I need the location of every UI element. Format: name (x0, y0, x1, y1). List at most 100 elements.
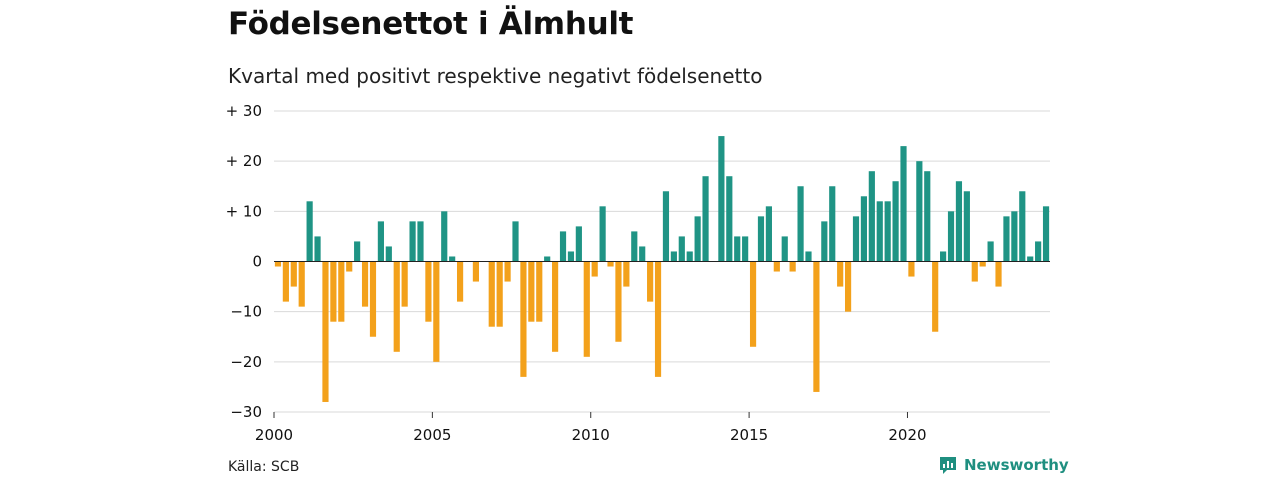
bar (520, 261, 527, 377)
bar (734, 236, 741, 262)
bar (528, 261, 535, 322)
bar (575, 226, 582, 262)
bar (1042, 206, 1050, 262)
y-axis: + 30 + 20 + 10 0 −10 −20 −30 (226, 102, 262, 421)
x-tick-label: 2020 (888, 426, 926, 444)
bar (488, 261, 495, 327)
bar (425, 261, 432, 322)
bar (552, 261, 559, 352)
bar (322, 261, 329, 402)
bar (932, 261, 939, 332)
bar (607, 261, 614, 267)
bar (829, 186, 836, 262)
bar (449, 256, 456, 262)
bar (544, 256, 551, 262)
bar (504, 261, 511, 282)
y-tick-label: + 20 (226, 152, 262, 170)
bar (354, 241, 361, 262)
bar (314, 236, 321, 262)
bar (583, 261, 590, 357)
x-tick-label: 2000 (255, 426, 293, 444)
bar (1035, 241, 1042, 262)
bar (623, 261, 630, 287)
bar (441, 211, 448, 262)
bar (670, 251, 677, 262)
bar (686, 251, 693, 262)
bar (947, 211, 955, 262)
bar (844, 261, 852, 312)
bar (781, 236, 788, 262)
bar (678, 236, 685, 262)
bar (369, 261, 377, 337)
bar (940, 251, 947, 262)
bar (1027, 256, 1034, 262)
bar (654, 261, 662, 377)
bar (813, 261, 820, 392)
bar (995, 261, 1002, 287)
bar (749, 261, 757, 347)
bar (963, 191, 970, 262)
bar (900, 146, 907, 262)
x-tick-label: 2015 (730, 426, 768, 444)
bar (512, 221, 519, 262)
bar (789, 261, 796, 272)
bars (274, 136, 1050, 402)
bar (559, 231, 567, 262)
bar (298, 261, 305, 307)
bar (971, 261, 978, 282)
bar (718, 136, 725, 262)
bar (639, 246, 646, 262)
bar (393, 261, 400, 352)
bar (472, 261, 480, 282)
bar (955, 181, 963, 262)
bar (377, 221, 384, 262)
bar (1011, 211, 1018, 262)
y-tick-label: 0 (252, 253, 262, 271)
brand-name: Newsworthy (964, 456, 1069, 474)
bar (821, 221, 828, 262)
bar (409, 221, 416, 262)
chart-title: Födelsenettot i Älmhult (228, 6, 634, 42)
bar (456, 261, 464, 302)
bar (361, 261, 369, 307)
y-tick-label: + 10 (226, 202, 262, 220)
bar (647, 261, 654, 302)
bar (662, 191, 670, 262)
bar (868, 171, 875, 262)
bar (702, 176, 709, 262)
bar (924, 171, 931, 262)
bar (496, 261, 503, 327)
bar (1019, 191, 1026, 262)
bar (757, 216, 765, 262)
bar (742, 236, 749, 262)
bar (987, 241, 994, 262)
bar (536, 261, 543, 322)
brand-logo: Newsworthy (938, 455, 1069, 475)
y-tick-label: + 30 (226, 102, 262, 120)
source-note: Källa: SCB (228, 459, 300, 475)
bar (892, 181, 899, 262)
bar (694, 216, 701, 262)
bar (290, 261, 297, 287)
bar (615, 261, 622, 342)
bar (591, 261, 598, 277)
bar (401, 261, 408, 307)
bar (908, 261, 915, 277)
bar (765, 206, 772, 262)
bar (274, 261, 282, 267)
bar (852, 216, 860, 262)
bar (979, 261, 986, 267)
x-tick-label: 2005 (413, 426, 451, 444)
bar (417, 221, 424, 262)
y-tick-label: −30 (230, 403, 262, 421)
bar (860, 196, 868, 262)
bar (338, 261, 345, 322)
x-tick-label: 2010 (572, 426, 610, 444)
bar (797, 186, 804, 262)
bar (433, 261, 440, 362)
bar (567, 251, 575, 262)
y-tick-label: −10 (230, 303, 262, 321)
bar (631, 231, 638, 262)
bar (282, 261, 289, 302)
